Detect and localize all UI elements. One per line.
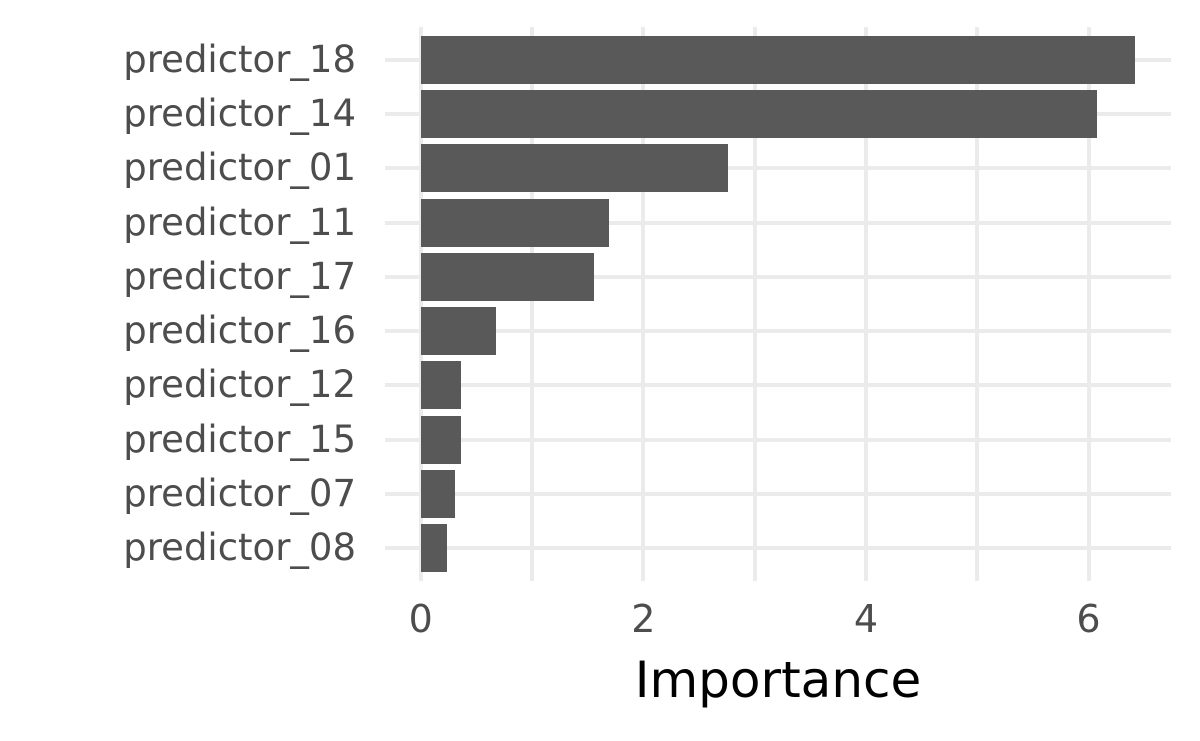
x-gridline-minor — [975, 27, 980, 581]
y-gridline — [385, 220, 1171, 225]
y-gridline — [385, 437, 1171, 442]
x-gridline-major — [863, 27, 868, 581]
x-gridline-minor — [530, 27, 535, 581]
x-gridline-minor — [752, 27, 757, 581]
y-axis-label: predictor_18 — [123, 37, 356, 81]
x-gridline-major — [641, 27, 646, 581]
x-gridline-major — [418, 27, 423, 581]
y-axis-label: predictor_07 — [123, 471, 356, 515]
y-gridline — [385, 492, 1171, 497]
bar-predictor_01 — [420, 144, 728, 193]
bar-predictor_07 — [420, 470, 456, 519]
y-axis-label: predictor_16 — [123, 308, 356, 352]
x-axis-title: Importance — [634, 651, 922, 709]
plot-panel — [385, 27, 1171, 581]
y-gridline — [385, 546, 1171, 551]
x-axis-tick-label: 0 — [408, 597, 433, 641]
bar-predictor_18 — [420, 35, 1136, 84]
x-axis-tick-label: 2 — [631, 597, 656, 641]
bar-predictor_14 — [420, 89, 1098, 138]
bar-predictor_17 — [420, 252, 595, 301]
bar-predictor_11 — [420, 198, 609, 247]
y-axis-label: predictor_01 — [123, 145, 356, 189]
y-axis-label: predictor_11 — [123, 200, 356, 244]
y-axis-label: predictor_14 — [123, 91, 356, 135]
bar-predictor_12 — [420, 361, 461, 410]
x-axis-tick-label: 4 — [853, 597, 879, 641]
y-axis-label: predictor_08 — [123, 526, 356, 570]
y-gridline — [385, 166, 1171, 171]
y-gridline — [385, 329, 1171, 334]
bar-predictor_08 — [420, 524, 448, 573]
y-axis-label: predictor_17 — [123, 254, 356, 298]
x-axis-tick-label: 6 — [1076, 597, 1101, 641]
bar-predictor_15 — [420, 415, 461, 464]
y-axis-label: predictor_15 — [123, 417, 356, 461]
y-axis-label: predictor_12 — [123, 363, 356, 407]
y-gridline — [385, 274, 1171, 279]
x-gridline-major — [1086, 27, 1091, 581]
y-gridline — [385, 383, 1171, 388]
bar-predictor_16 — [420, 307, 497, 356]
